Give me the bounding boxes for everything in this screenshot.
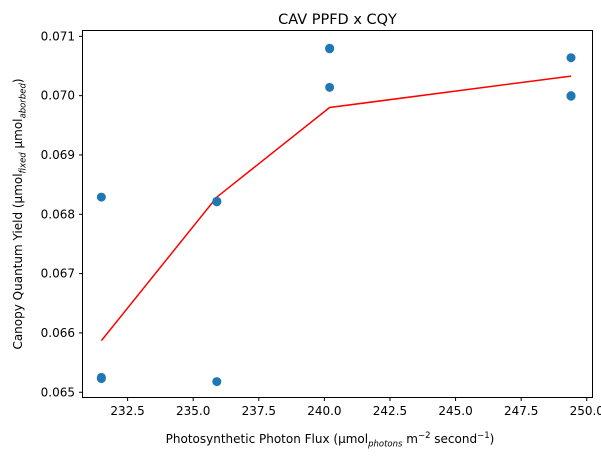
x-tick-label: 245.0 — [438, 404, 472, 418]
y-axis: 0.065 0.066 0.067 0.068 0.069 0.070 0.071 — [41, 29, 83, 399]
y-tick-label: 0.069 — [41, 148, 75, 162]
y-axis-label: Canopy Quantum Yield (µmolfixed µmolabor… — [11, 78, 29, 349]
y-tick-label: 0.067 — [41, 267, 75, 281]
data-point — [566, 91, 576, 101]
x-axis: 232.5 235.0 237.5 240.0 242.5 245.0 247.5 250.0 — [110, 397, 601, 418]
data-point — [566, 53, 576, 63]
y-tick-label: 0.065 — [41, 385, 75, 399]
data-point — [96, 374, 106, 384]
x-tick-label: 247.5 — [504, 404, 538, 418]
x-tick-label: 235.0 — [176, 404, 210, 418]
y-tick-label: 0.066 — [41, 326, 75, 340]
y-tick-label: 0.070 — [41, 89, 75, 103]
x-tick-label: 232.5 — [110, 404, 144, 418]
data-point — [325, 44, 335, 54]
data-point — [212, 197, 222, 207]
plot-frame — [82, 30, 593, 398]
x-tick-label: 237.5 — [242, 404, 276, 418]
y-tick-label: 0.071 — [41, 29, 75, 43]
data-point — [325, 82, 335, 92]
x-tick-label: 240.0 — [307, 404, 341, 418]
y-tick-label: 0.068 — [41, 207, 75, 221]
data-point — [96, 192, 106, 202]
data-point — [212, 377, 222, 387]
x-tick-label: 242.5 — [373, 404, 407, 418]
chart-title: CAV PPFD x CQY — [278, 12, 397, 28]
x-tick-label: 250.0 — [570, 404, 601, 418]
plot-area — [96, 43, 576, 387]
x-axis-label: Photosynthetic Photon Flux (µmolphotons … — [166, 431, 495, 450]
fit-line — [100, 75, 572, 342]
